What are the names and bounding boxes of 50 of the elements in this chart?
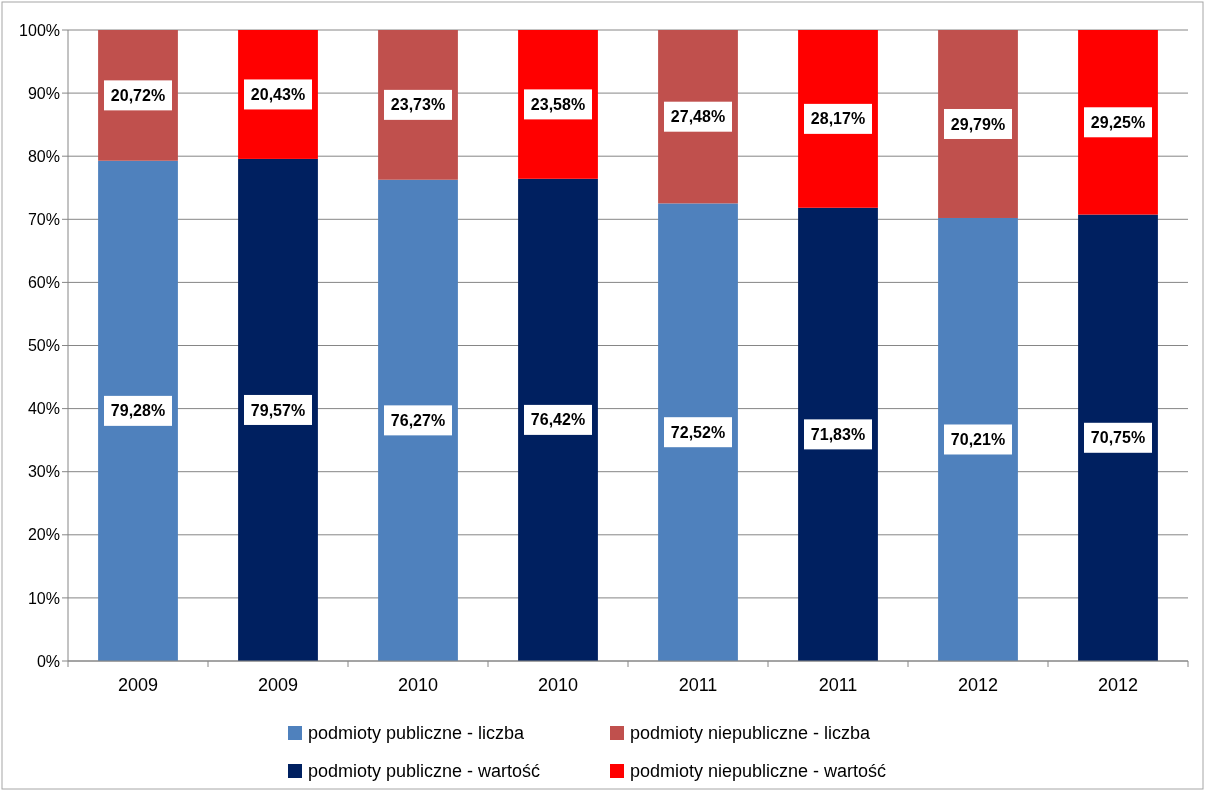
bar — [798, 207, 878, 661]
x-tick-label: 2009 — [257, 675, 299, 695]
y-tick-label: 0% — [36, 652, 60, 670]
legend-label: podmioty niepubliczne - liczba — [630, 723, 872, 744]
data-label: 20,43% — [250, 86, 306, 104]
data-label: 79,57% — [250, 401, 306, 419]
bar — [378, 179, 458, 661]
bar — [938, 217, 1018, 661]
bar — [1078, 30, 1158, 215]
data-label: 76,27% — [390, 411, 446, 429]
data-label: 70,75% — [1090, 429, 1146, 447]
data-label: 23,58% — [530, 95, 586, 113]
bar — [98, 160, 178, 661]
data-label: 29,25% — [1090, 113, 1146, 131]
data-label: 29,79% — [950, 115, 1006, 133]
bar — [238, 158, 318, 661]
y-tick-label: 40% — [27, 400, 60, 418]
data-label: 72,52% — [670, 423, 726, 441]
legend-label: podmioty publiczne - wartość — [308, 761, 541, 782]
data-label: 76,42% — [530, 411, 586, 429]
data-label: 27,48% — [670, 108, 726, 126]
y-tick-label: 60% — [27, 274, 60, 291]
y-tick-label: 20% — [27, 526, 60, 544]
bar — [938, 30, 1018, 218]
x-tick-label: 2012 — [1097, 675, 1139, 695]
x-tick-label: 2010 — [397, 675, 439, 695]
legend-label: podmioty niepubliczne - wartość — [630, 761, 887, 782]
x-tick-label: 2009 — [117, 675, 159, 695]
bar — [658, 203, 738, 661]
bar — [518, 178, 598, 661]
y-tick-label: 70% — [27, 210, 60, 228]
bar — [1078, 214, 1158, 661]
data-label: 23,73% — [390, 96, 446, 114]
data-label: 79,28% — [110, 402, 166, 420]
y-tick-label: 10% — [27, 589, 60, 607]
x-tick-label: 2012 — [957, 675, 999, 695]
data-label: 70,21% — [950, 431, 1006, 449]
y-tick-label: 50% — [27, 337, 60, 355]
x-tick-label: 2010 — [537, 675, 579, 695]
y-tick-label: 30% — [27, 463, 60, 481]
x-tick-label: 2011 — [818, 675, 858, 695]
data-label: 71,83% — [810, 425, 866, 443]
data-label: 20,72% — [110, 86, 166, 104]
x-tick-label: 2011 — [678, 675, 718, 695]
y-tick-label: 90% — [27, 84, 60, 102]
y-tick-label: 100% — [19, 21, 60, 39]
legend-label: podmioty publiczne - liczba — [308, 723, 526, 744]
y-tick-label: 80% — [27, 147, 60, 165]
data-label: 28,17% — [810, 110, 866, 128]
bar — [798, 30, 878, 208]
